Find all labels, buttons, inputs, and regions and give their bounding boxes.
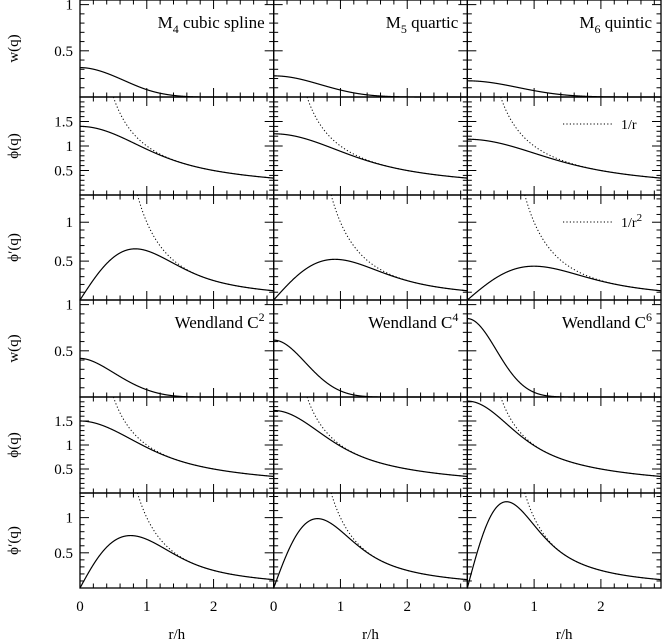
y-axis-title: ϕ(q) — [6, 432, 22, 457]
kernel-curve-r6-c3 — [466, 501, 662, 589]
reference-curve-r2-c3 — [500, 96, 662, 179]
kernel-title: M5 quartic — [386, 13, 459, 36]
y-tick-label: 1 — [66, 0, 74, 14]
panel-frame-r6-c1 — [79, 492, 275, 589]
y-axis-title: ϕ′(q) — [6, 233, 22, 262]
kernel-curve-r2-c1 — [80, 125, 274, 179]
y-tick-label: 1 — [66, 298, 74, 314]
panel-frame-r3-c2 — [273, 194, 468, 301]
kernel-curve-r3-c2 — [273, 258, 468, 301]
y-tick-label: 0.5 — [54, 462, 73, 478]
x-axis-title: r/h — [556, 627, 573, 641]
y-axis-title: ϕ′(q) — [6, 526, 22, 555]
x-tick-label: 1 — [530, 599, 538, 615]
reference-curve-r2-c1 — [112, 96, 274, 179]
y-tick-label: 1 — [66, 139, 74, 155]
y-tick-label: 1.5 — [54, 115, 73, 131]
panel-frame-r6-c2 — [273, 492, 468, 589]
kernel-titles: M4 cubic spline M5 quartic M6 quintic Wendl… — [158, 13, 653, 332]
y-tick-label: 1 — [66, 438, 74, 454]
y-tick-label: 0.5 — [54, 254, 73, 270]
y-tick-label: 1 — [66, 511, 74, 527]
y-axis-title: ϕ(q) — [6, 133, 22, 158]
legend-label: 1/r2 — [621, 212, 642, 231]
kernel-title: Wendland C4 — [368, 310, 458, 332]
kernel-title: Wendland C2 — [175, 310, 265, 332]
reference-curve-r3-c3 — [524, 194, 662, 292]
y-tick-label: 0.5 — [54, 44, 73, 60]
kernel-curve-r3-c1 — [79, 248, 274, 301]
panel-frame-r3-c1 — [79, 194, 275, 301]
axis-labels: 0.5 1 w(q) 0.5 1 1.5 ϕ(q) 0.5 1 ϕ′(q) 0.5 1 w(q) 0.5 1… — [6, 0, 605, 641]
panel-frame-r5-c1 — [79, 396, 275, 494]
panel-frame-r6-c3 — [466, 492, 662, 589]
x-axis-title: r/h — [168, 627, 185, 641]
kernel-curve-r5-c3 — [467, 400, 662, 478]
kernel-curve-r6-c2 — [273, 518, 468, 589]
x-tick-label: 2 — [597, 599, 605, 615]
panel-frame-r5-c3 — [466, 396, 662, 494]
reference-curve-r3-c2 — [330, 194, 468, 292]
reference-curve-r6-c1 — [136, 492, 274, 581]
kernel-curve-r6-c1 — [79, 534, 274, 589]
kernel-curve-r4-c1 — [79, 357, 274, 398]
reference-curve-r6-c3 — [524, 492, 662, 581]
panel-frame-r2-c1 — [79, 96, 275, 196]
x-tick-label: 2 — [403, 599, 411, 615]
y-axis-title: w(q) — [6, 334, 22, 362]
kernel-curve-r3-c3 — [466, 265, 662, 301]
x-tick-label: 0 — [270, 599, 278, 615]
panel-frame-r2-c3 — [466, 96, 662, 196]
y-tick-label: 0.5 — [54, 344, 73, 360]
x-axis-title: r/h — [362, 627, 379, 641]
legend-label: 1/r — [621, 118, 637, 133]
y-tick-label: 1 — [66, 215, 74, 231]
axes-frames — [79, 0, 662, 589]
kernel-title: Wendland C6 — [562, 310, 652, 332]
reference-curve-r3-c1 — [136, 194, 274, 292]
y-tick-label: 1.5 — [54, 414, 73, 430]
kernel-curve-r5-c1 — [80, 420, 274, 478]
reference-curve-r2-c2 — [306, 96, 468, 179]
y-tick-label: 0.5 — [54, 164, 73, 180]
kernel-title: M4 cubic spline — [158, 13, 265, 36]
panel-frame-r3-c3 — [466, 194, 662, 301]
panel-frame-r2-c2 — [273, 96, 468, 196]
kernel-curve-r1-c3 — [467, 80, 661, 98]
y-axis-title: w(q) — [6, 34, 22, 62]
x-tick-label: 2 — [210, 599, 218, 615]
kernel-curve-r2-c2 — [273, 133, 468, 179]
kernel-curve-r1-c1 — [80, 66, 274, 98]
kernel-title: M6 quintic — [579, 13, 652, 36]
reference-curve-r6-c2 — [330, 492, 468, 581]
kernel-curve-r2-c3 — [467, 138, 662, 179]
kernel-curve-r4-c2 — [273, 339, 468, 398]
panel-frame-r5-c2 — [273, 396, 468, 494]
kernel-curve-r1-c2 — [273, 75, 468, 98]
x-tick-label: 0 — [76, 599, 84, 615]
x-tick-label: 1 — [143, 599, 151, 615]
kernel-curve-r5-c2 — [273, 409, 468, 478]
y-tick-label: 0.5 — [54, 546, 73, 562]
x-tick-label: 1 — [337, 599, 345, 615]
x-tick-label: 0 — [464, 599, 472, 615]
